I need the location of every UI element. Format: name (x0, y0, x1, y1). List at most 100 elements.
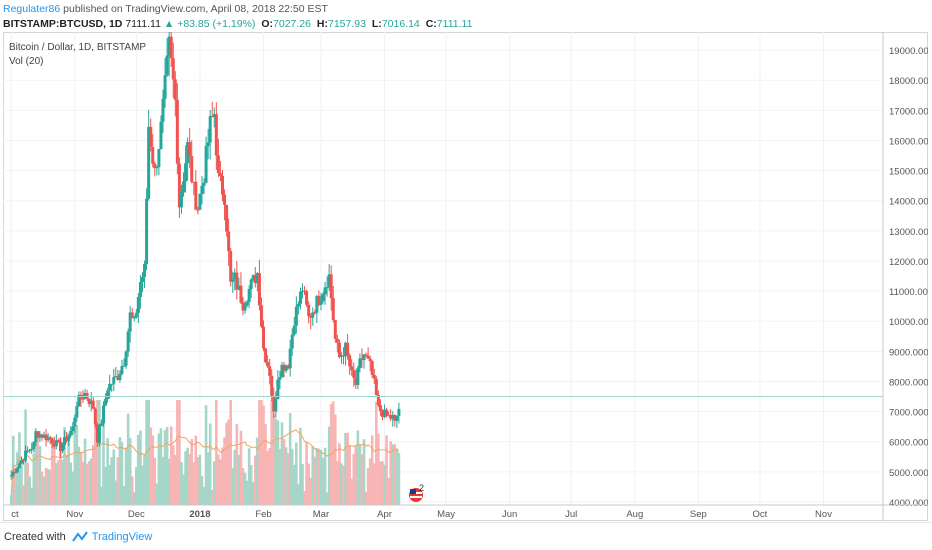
candle-body (255, 273, 259, 284)
candle-body (214, 114, 218, 156)
candle-body (206, 142, 210, 147)
volume-bar (98, 400, 101, 505)
footer-divider (0, 522, 932, 523)
volume-bar (370, 435, 374, 505)
volume-bar (290, 449, 294, 505)
candle-body (132, 317, 136, 319)
author-link[interactable]: Regulater86 (3, 3, 61, 15)
volume-bar (50, 438, 54, 505)
volume-bar (379, 461, 382, 505)
volume-bar (395, 448, 399, 505)
x-tick-label: Apr (377, 509, 392, 520)
candle-body (303, 290, 307, 292)
volume-bar (83, 438, 87, 505)
chart-plot[interactable]: 4000.0000 5000.0000 6000.0000 7000.0000 8000… (3, 32, 928, 521)
tradingview-link[interactable]: TradingView (91, 531, 153, 543)
candle-body (325, 287, 329, 289)
candle-body (288, 348, 292, 369)
volume-bar (334, 414, 337, 505)
candle-body (15, 468, 19, 473)
published-text: published on TradingView.com, April 08, … (63, 3, 328, 15)
candle-body (337, 342, 341, 358)
x-tick-label: ct (11, 509, 19, 520)
event-badge[interactable]: 2 (406, 483, 432, 503)
y-tick-label: 15000.0000 (889, 167, 928, 178)
candle-body (188, 142, 192, 157)
candle-body (216, 155, 220, 174)
volume-bar (325, 492, 329, 505)
volume-bar (180, 462, 183, 505)
candle-body (73, 417, 77, 427)
candle-body (106, 390, 110, 399)
volume-ma (10, 429, 400, 495)
volume-bar (106, 438, 109, 505)
grid-lines (3, 32, 883, 505)
volume-bar (124, 447, 128, 505)
candle-body (227, 231, 231, 252)
candle-body (339, 355, 343, 358)
volume-bar (147, 400, 150, 505)
candle-body (175, 99, 179, 164)
volume-bar (132, 492, 136, 505)
volume-bar (340, 463, 343, 505)
candle-body (112, 377, 116, 384)
candle-body (36, 431, 40, 438)
candle-body (220, 175, 224, 195)
volume-bar (227, 419, 230, 505)
candles (9, 32, 401, 480)
candle-body (360, 358, 364, 360)
y-tick-label: 4000.0000 (889, 498, 928, 509)
close-value: 7111.11 (436, 18, 473, 30)
x-tick-label: Sep (690, 509, 707, 520)
candle-body (26, 450, 30, 452)
volume-bar (137, 434, 140, 505)
volume-bar (63, 427, 66, 505)
volume-bar (26, 462, 29, 505)
candle-body (278, 377, 282, 380)
volume-bar (120, 442, 124, 505)
candle-body (65, 437, 69, 441)
x-tick-label: 2018 (189, 509, 210, 520)
candle-body (32, 442, 36, 449)
volume-bar (237, 454, 241, 505)
candle-body (383, 409, 387, 418)
y-tick-label: 14000.0000 (889, 197, 928, 208)
volume-bar (292, 464, 296, 505)
candle-body (28, 450, 32, 452)
volume-bar (159, 428, 163, 505)
volume-bar (87, 461, 91, 505)
volume-bar (317, 448, 321, 505)
candle-body (397, 408, 401, 416)
candle-body (190, 156, 194, 182)
candle-body (11, 471, 15, 476)
volume-bar (364, 491, 368, 505)
candle-body (344, 342, 348, 357)
volume-bar (91, 444, 95, 505)
candle-body (138, 282, 142, 298)
volume-bar (200, 475, 204, 505)
volume-bar (44, 468, 48, 505)
candle-body (266, 362, 270, 367)
candle-body (393, 415, 397, 421)
volume-bar (247, 448, 251, 505)
volume-bar (112, 449, 116, 505)
volume-bar (301, 463, 304, 505)
volume-bar (372, 463, 376, 505)
candle-body (120, 366, 124, 374)
volume-bar (165, 427, 169, 505)
candle-body (126, 331, 130, 352)
volume-bar (192, 462, 196, 505)
volume-bar (34, 431, 38, 505)
candle-body (294, 306, 298, 326)
volume-bar (169, 426, 173, 505)
candle-body (210, 116, 214, 118)
volume-bar (251, 482, 255, 505)
candle-body (52, 443, 56, 447)
volume-bar (167, 458, 171, 505)
candle-body (99, 423, 103, 426)
candle-body (95, 424, 99, 443)
volume-bar (100, 486, 103, 505)
volume-bar (262, 405, 265, 505)
price-change: +83.85 (+1.19%) (177, 18, 256, 30)
y-tick-label: 5000.0000 (889, 468, 928, 479)
